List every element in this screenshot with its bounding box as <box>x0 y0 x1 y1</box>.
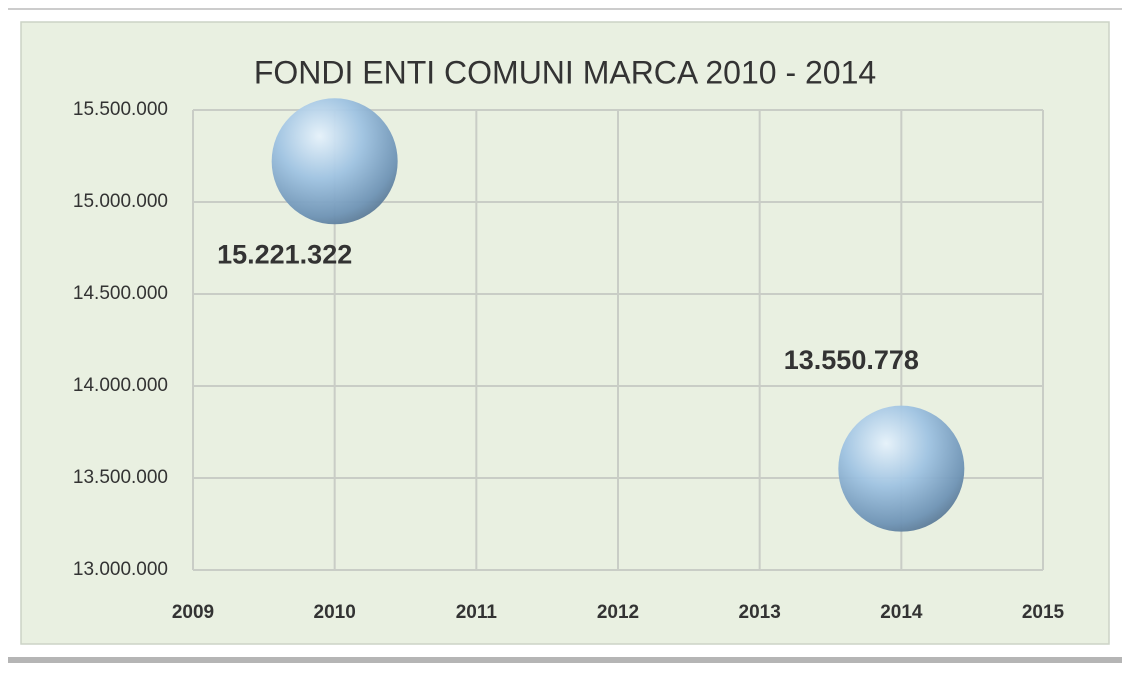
x-tick-label: 2015 <box>1022 602 1065 623</box>
bubble <box>271 98 398 225</box>
y-tick-label: 15.500.000 <box>73 99 168 120</box>
chart-title: FONDI ENTI COMUNI MARCA 2010 - 2014 <box>254 54 876 90</box>
y-tick-label: 13.000.000 <box>73 559 168 580</box>
data-label: 13.550.778 <box>784 345 919 375</box>
x-tick-label: 2013 <box>739 602 781 623</box>
y-tick-label: 14.500.000 <box>73 283 168 304</box>
data-label: 15.221.322 <box>217 239 352 269</box>
x-tick-label: 2009 <box>172 602 214 623</box>
y-tick-label: 15.000.000 <box>73 191 168 212</box>
x-tick-label: 2014 <box>880 602 923 623</box>
bubble <box>838 405 965 532</box>
x-tick-label: 2012 <box>597 602 639 623</box>
x-tick-label: 2011 <box>456 602 498 623</box>
y-tick-label: 13.500.000 <box>73 467 168 488</box>
chart-area <box>20 21 1110 645</box>
y-tick-label: 14.000.000 <box>73 375 168 396</box>
x-tick-label: 2010 <box>314 602 356 623</box>
